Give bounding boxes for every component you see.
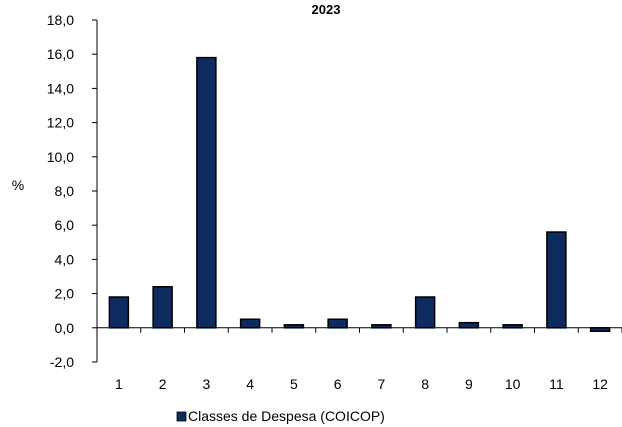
y-tick-label: 8,0 — [55, 183, 75, 199]
x-tick-label: 8 — [421, 376, 429, 392]
legend: Classes de Despesa (COICOP) — [176, 408, 385, 424]
bar — [546, 231, 567, 329]
x-tick-label: 12 — [592, 376, 608, 392]
bar — [371, 324, 392, 329]
x-tick-label: 4 — [246, 376, 254, 392]
x-tick-label: 11 — [549, 376, 564, 392]
y-tick-label: 16,0 — [47, 46, 74, 62]
y-tick-label: -2,0 — [50, 354, 74, 370]
x-tick-label: 7 — [377, 376, 385, 392]
x-tick-label: 1 — [115, 376, 123, 392]
x-axis: 1 2 3 4 5 6 7 8 9 10 11 12 — [96, 327, 622, 392]
bar — [239, 318, 261, 329]
y-tick-label: 10,0 — [47, 149, 74, 165]
bar — [414, 296, 436, 329]
bar — [589, 327, 611, 332]
bar — [458, 321, 480, 329]
bar — [327, 318, 348, 329]
bar — [196, 56, 217, 329]
x-tick-label: 10 — [505, 376, 521, 392]
legend-swatch — [176, 411, 187, 422]
y-tick-label: 0,0 — [55, 320, 75, 336]
x-tick-label: 5 — [290, 376, 298, 392]
y-tick-label: 18,0 — [47, 12, 74, 28]
y-tick-label: 6,0 — [55, 217, 75, 233]
y-axis: -2,0 0,0 2,0 4,0 6,0 8,0 10,0 12,0 14,0 16,0 18,0 — [47, 12, 98, 370]
y-tick-label: 14,0 — [47, 80, 74, 96]
legend-label: Classes de Despesa (COICOP) — [188, 408, 385, 424]
y-tick-label: 12,0 — [47, 115, 74, 131]
y-axis-label: % — [12, 177, 24, 193]
bar — [283, 324, 305, 329]
bar — [108, 296, 130, 329]
x-tick-label: 6 — [334, 376, 342, 392]
bar — [152, 286, 173, 329]
x-tick-label: 2 — [159, 376, 167, 392]
x-tick-label: 3 — [202, 376, 210, 392]
y-tick-label: 4,0 — [55, 251, 75, 267]
bar — [502, 324, 523, 329]
chart-title: 2023 — [312, 2, 341, 17]
y-tick-label: 2,0 — [55, 286, 75, 302]
bar-series — [108, 56, 611, 332]
x-tick-label: 9 — [465, 376, 473, 392]
